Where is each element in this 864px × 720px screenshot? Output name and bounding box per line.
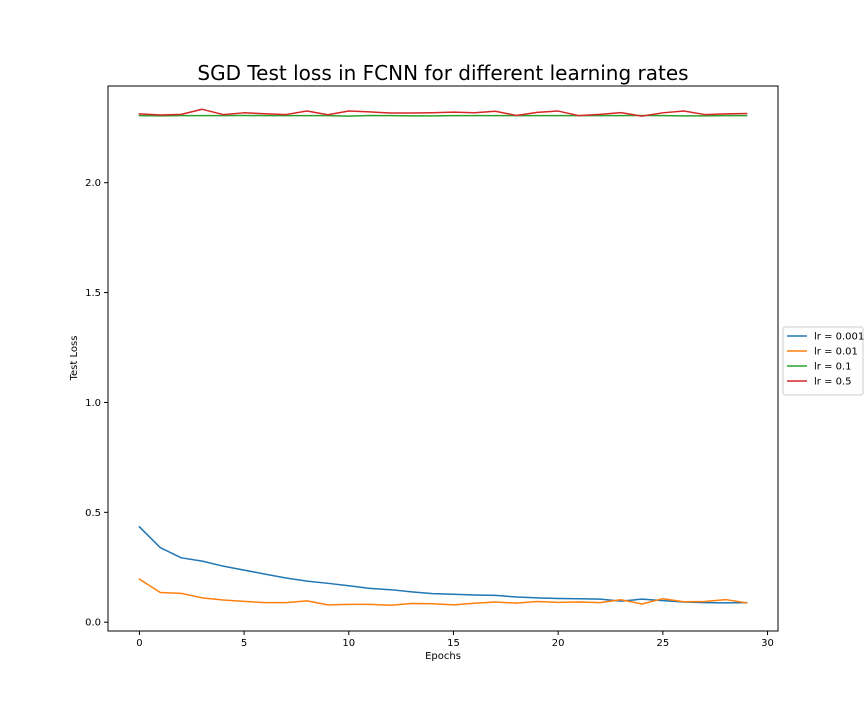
x-tick-label: 0 (136, 638, 142, 649)
x-tick-label: 10 (342, 638, 355, 649)
y-tick-label: 0.0 (85, 618, 101, 629)
x-tick-label: 25 (656, 638, 669, 649)
legend-label-2: lr = 0.1 (814, 362, 852, 373)
legend-label-1: lr = 0.01 (814, 347, 858, 358)
x-tick-label: 30 (761, 638, 774, 649)
x-axis: 0 5 10 15 20 25 30 (136, 631, 774, 649)
series-line-2 (138, 114, 748, 117)
x-tick-label: 15 (447, 638, 460, 649)
series-line-0 (138, 525, 748, 604)
x-tick-label: 20 (552, 638, 565, 649)
legend-label-3: lr = 0.5 (814, 377, 852, 388)
x-tick-label: 5 (241, 638, 247, 649)
series-line-1 (138, 578, 748, 607)
y-tick-label: 1.5 (85, 288, 101, 299)
chart-title: SGD Test loss in FCNN for different lear… (197, 61, 688, 85)
plot-frame (107, 85, 779, 632)
legend-frame (782, 326, 864, 396)
x-axis-label: Epochs (425, 651, 461, 662)
y-tick-label: 0.5 (85, 508, 101, 519)
legend: lr = 0.001 lr = 0.01 lr = 0.1 lr = 0.5 (782, 326, 864, 396)
y-axis-label: Test Loss (69, 336, 80, 382)
legend-label-0: lr = 0.001 (814, 332, 864, 343)
plot-area (138, 108, 748, 607)
y-axis: 0.0 0.5 1.0 1.5 2.0 (85, 178, 108, 629)
y-tick-label: 1.0 (85, 398, 101, 409)
y-tick-label: 2.0 (85, 178, 101, 189)
series-line-3 (138, 108, 748, 117)
